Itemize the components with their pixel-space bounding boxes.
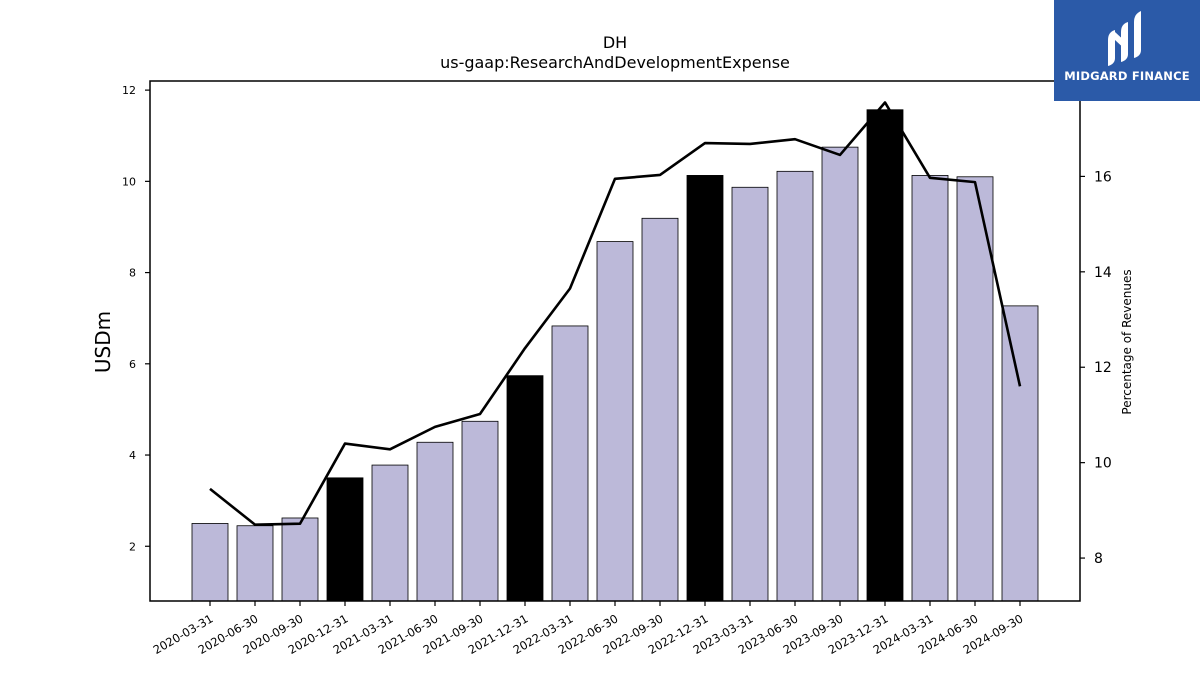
midgard-logo-icon	[1108, 11, 1141, 66]
chart-title: DH	[603, 33, 627, 52]
bar-2023-12-31	[866, 109, 904, 602]
bar-2020-09-30	[281, 517, 319, 602]
bar-2023-03-31	[731, 186, 769, 602]
bar-2024-09-30	[1001, 305, 1039, 602]
y-axis-ticks: 2 4 6 8 10 12	[122, 84, 150, 553]
y-tick-label: 10	[122, 175, 136, 188]
bar-2022-03-31	[551, 325, 589, 602]
y2-axis-ticks: 8 10 12 14 16	[1080, 169, 1112, 567]
line-group	[209, 101, 1022, 526]
y2-tick-label: 14	[1094, 265, 1112, 281]
bar-2022-06-30	[596, 241, 634, 602]
bar-2023-09-30	[821, 146, 859, 602]
bars-group	[191, 109, 1039, 602]
y2-tick-label: 12	[1094, 360, 1112, 376]
bar-2021-12-31	[506, 375, 544, 602]
y2-tick-label: 10	[1094, 456, 1112, 472]
y-tick-label: 12	[122, 84, 136, 97]
y2-axis-label: Percentage of Revenues	[1120, 269, 1134, 414]
logo-text: MIDGARD FINANCE	[1064, 69, 1190, 83]
bar-2024-06-30	[956, 176, 994, 602]
bar-2020-03-31	[191, 523, 229, 602]
y-tick-label: 6	[129, 358, 136, 371]
bar-2024-03-31	[911, 175, 949, 602]
y2-tick-label: 8	[1094, 551, 1103, 567]
y-tick-label: 8	[129, 267, 136, 280]
bar-2022-12-31	[686, 175, 724, 602]
y-tick-label: 4	[129, 449, 136, 462]
bar-2021-09-30	[461, 420, 499, 602]
x-axis-ticks: 2020-03-312020-06-302020-09-302020-12-31…	[151, 601, 1026, 657]
bar-2020-12-31	[326, 477, 364, 602]
bar-2022-09-30	[641, 217, 679, 602]
y2-tick-label: 16	[1094, 169, 1112, 185]
bar-2021-06-30	[416, 441, 454, 602]
bar-2020-06-30	[236, 525, 274, 602]
chart-subtitle: us-gaap:ResearchAndDevelopmentExpense	[440, 53, 790, 72]
y-axis-label: USDm	[91, 311, 115, 373]
percentage-line	[209, 101, 1022, 526]
y-tick-label: 2	[129, 540, 136, 553]
bar-2021-03-31	[371, 464, 409, 602]
bar-2023-06-30	[776, 170, 814, 602]
brand-logo: MIDGARD FINANCE	[1054, 0, 1200, 101]
